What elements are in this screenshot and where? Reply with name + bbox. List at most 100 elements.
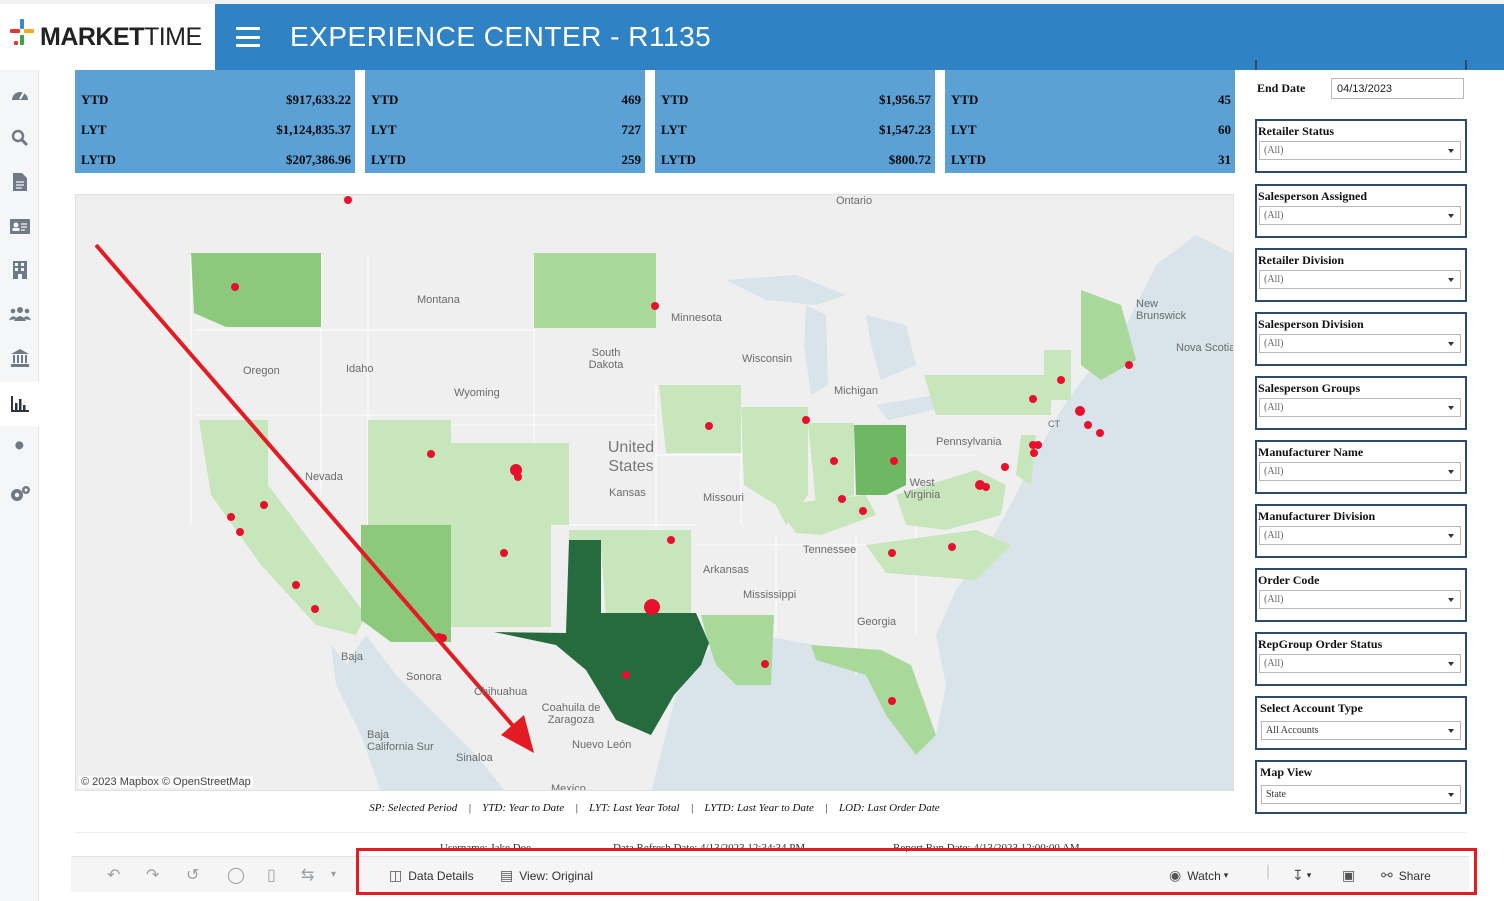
state-texas[interactable]: [494, 540, 709, 735]
state-oklahoma[interactable]: [569, 530, 691, 615]
download-button[interactable]: ↧ ▾: [1292, 867, 1311, 884]
map-pin[interactable]: [1084, 421, 1092, 429]
map-pin[interactable]: [1125, 361, 1133, 369]
map-pin[interactable]: [292, 581, 300, 589]
state-new-york[interactable]: [924, 375, 1051, 415]
revert-icon[interactable]: ↺: [186, 867, 200, 884]
filter-dropdown[interactable]: (All): [1259, 462, 1461, 481]
filter-dropdown[interactable]: (All): [1259, 590, 1461, 609]
state-louisiana[interactable]: [701, 615, 774, 685]
map-pin[interactable]: [705, 422, 713, 430]
menu-icon[interactable]: [236, 27, 260, 47]
state-iowa[interactable]: [659, 385, 741, 453]
settings-gears-icon[interactable]: [0, 472, 39, 516]
map-pin[interactable]: [1034, 441, 1042, 449]
lake-erie: [876, 395, 946, 420]
map-pin[interactable]: [644, 599, 660, 615]
filter-dropdown[interactable]: (All): [1259, 141, 1461, 160]
filter-dropdown[interactable]: All Accounts: [1261, 721, 1461, 740]
map-pin[interactable]: [838, 495, 846, 503]
state-maine[interactable]: [1081, 290, 1136, 380]
switch-icon[interactable]: ⇆: [301, 867, 315, 884]
filter-dropdown[interactable]: (All): [1259, 206, 1461, 225]
undo-icon[interactable]: ↶: [107, 867, 121, 884]
document-icon[interactable]: [0, 160, 39, 204]
state-florida[interactable]: [811, 645, 936, 755]
map-pin[interactable]: [231, 283, 239, 291]
state-kentucky[interactable]: [776, 495, 876, 535]
filter-dropdown[interactable]: (All): [1259, 270, 1461, 289]
filter-dropdown[interactable]: State: [1261, 785, 1461, 804]
state-california[interactable]: [199, 420, 366, 635]
bank-icon[interactable]: [0, 336, 39, 380]
map-pin[interactable]: [948, 543, 956, 551]
contact-card-icon[interactable]: [0, 204, 39, 248]
map-label-mexico: Mexico: [551, 783, 586, 791]
map-pin[interactable]: [1030, 449, 1038, 457]
filter-dropdown[interactable]: (All): [1259, 526, 1461, 545]
kpi-value: $800.72: [888, 152, 931, 167]
map-attribution[interactable]: © 2023 Mapbox © OpenStreetMap: [79, 776, 253, 788]
map-pin[interactable]: [1075, 406, 1085, 416]
map-pin[interactable]: [888, 549, 896, 557]
map-pin[interactable]: [1001, 463, 1009, 471]
dashboard-gauge-icon[interactable]: [0, 72, 39, 116]
state-indiana[interactable]: [808, 423, 854, 505]
state-new-mexico[interactable]: [451, 525, 551, 627]
map-pin[interactable]: [888, 697, 896, 705]
state-north-carolina[interactable]: [866, 530, 1011, 580]
map-pin[interactable]: [236, 528, 244, 536]
map-pin[interactable]: [667, 536, 675, 544]
logo[interactable]: MARKETTIME: [0, 4, 215, 70]
map-pin[interactable]: [830, 457, 838, 465]
map-pin[interactable]: [510, 464, 522, 476]
data-details-button[interactable]: ◫ Data Details: [389, 867, 474, 884]
state-arizona[interactable]: [361, 525, 451, 642]
map-label-idaho: Idaho: [346, 363, 374, 375]
filter-dropdown[interactable]: (All): [1259, 398, 1461, 417]
map-pin[interactable]: [761, 660, 769, 668]
refresh-data-icon[interactable]: ◯: [227, 867, 245, 884]
map-pin[interactable]: [227, 513, 235, 521]
building-icon[interactable]: [0, 248, 39, 292]
state-utah[interactable]: [368, 420, 451, 525]
sales-map[interactable]: Ontario Montana Minnesota New Brunswick …: [75, 194, 1234, 791]
map-pin[interactable]: [1057, 376, 1065, 384]
map-pin[interactable]: [859, 507, 867, 515]
map-label-michigan: Michigan: [834, 385, 879, 397]
users-group-icon[interactable]: [0, 292, 39, 336]
view-original-button[interactable]: ▤ View: Original: [500, 867, 593, 884]
search-icon[interactable]: [0, 116, 39, 160]
map-pin[interactable]: [260, 501, 268, 509]
map-pin[interactable]: [1096, 429, 1104, 437]
map-pin[interactable]: [514, 473, 522, 481]
map-pin[interactable]: [890, 457, 898, 465]
filter-dropdown[interactable]: (All): [1259, 334, 1461, 353]
fullscreen-button[interactable]: ▣: [1342, 867, 1361, 884]
end-date-input[interactable]: 04/13/2023: [1331, 78, 1464, 99]
state-colorado[interactable]: [451, 443, 569, 525]
map-pin[interactable]: [500, 549, 508, 557]
map-pin[interactable]: [311, 605, 319, 613]
redo-icon[interactable]: ↷: [146, 867, 160, 884]
end-date-label: End Date: [1257, 81, 1306, 95]
map-pin[interactable]: [1029, 395, 1037, 403]
map-pin[interactable]: [802, 416, 810, 424]
state-vermont-nh[interactable]: [1044, 350, 1071, 400]
pause-data-icon[interactable]: ▯: [267, 867, 276, 884]
share-button[interactable]: ⚯ Share: [1381, 867, 1431, 884]
state-illinois[interactable]: [741, 407, 808, 525]
map-pin[interactable]: [651, 302, 659, 310]
map-pin[interactable]: [344, 196, 352, 204]
watch-button[interactable]: ◉ Watch ▾: [1169, 867, 1228, 884]
state-ohio[interactable]: [854, 425, 906, 495]
wrench-icon[interactable]: [0, 428, 39, 472]
filter-dropdown[interactable]: (All): [1259, 654, 1461, 673]
state-north-dakota[interactable]: [534, 253, 656, 328]
chevron-down-icon[interactable]: ▾: [331, 869, 337, 880]
bar-chart-icon[interactable]: [0, 382, 39, 426]
map-pin[interactable]: [622, 671, 630, 679]
map-pin[interactable]: [982, 483, 990, 491]
map-pin[interactable]: [427, 450, 435, 458]
state-washington[interactable]: [191, 253, 321, 327]
